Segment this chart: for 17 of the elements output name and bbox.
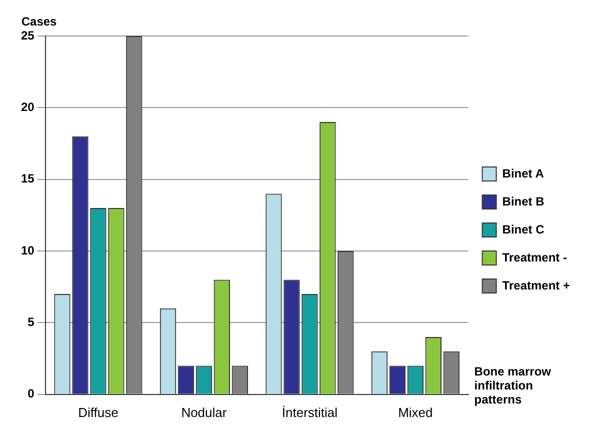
legend-label: Binet B xyxy=(502,194,545,208)
y-tick-label: 10 xyxy=(20,243,35,258)
x-tick-label: Diffuse xyxy=(78,404,118,420)
x-tick-label: İnterstitial xyxy=(282,404,338,420)
x-tick-label: Nodular xyxy=(181,404,228,420)
legend-label: Treatment - xyxy=(502,250,567,264)
legend-label: Binet C xyxy=(502,222,545,236)
y-axis-title: Cases xyxy=(21,14,58,28)
y-tick-label: 25 xyxy=(20,28,35,42)
x-axis-title: Bone marrow infiltration patterns xyxy=(474,364,552,407)
y-tick-label: 20 xyxy=(20,100,35,114)
legend-label: Treatment + xyxy=(502,278,570,292)
y-tick-label: 0 xyxy=(28,386,35,401)
y-tick-label: 15 xyxy=(20,172,35,186)
x-tick-label: Mixed xyxy=(398,404,433,420)
y-tick-label: 5 xyxy=(28,315,35,330)
legend-label: Binet A xyxy=(502,166,544,180)
